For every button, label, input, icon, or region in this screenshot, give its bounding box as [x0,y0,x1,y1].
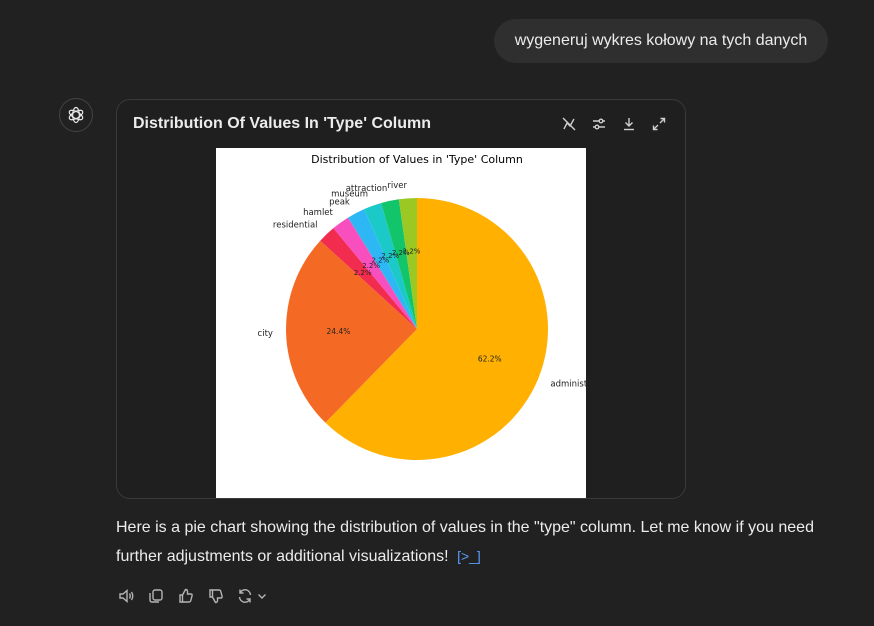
pie-category-label: peak [329,198,350,208]
chart-interactive-icon[interactable] [559,114,579,134]
speaker-icon[interactable] [116,586,136,606]
pie-slice-peak [348,209,417,329]
pie-slice-city [286,240,417,423]
copy-icon[interactable] [146,586,166,606]
pie-category-label: river [387,181,407,191]
download-icon[interactable] [619,114,639,134]
pie-labels: 62.2% administrative 24.4% city 2.2% resident… [258,181,586,389]
chart-title: Distribution of Values in 'Type' Column [311,153,523,166]
chevron-down-icon [258,594,266,599]
pie-percent-label: 2.2% [381,252,399,260]
sliders-icon[interactable] [589,114,609,134]
pie-slice-hamlet [333,217,417,329]
chart-card: Distribution Of Values In 'Type' Column [116,99,686,499]
pie-slice-attraction [381,199,417,329]
pie-category-label: city [258,329,273,339]
chart-toolbar [559,114,669,134]
regenerate-button[interactable] [236,587,268,605]
chart-card-title: Distribution Of Values In 'Type' Column [133,115,431,132]
pie-percent-label: 24.4% [327,327,351,336]
pie-slice-administrative [325,198,549,461]
user-message-text: wygeneruj wykres kołowy na tych danych [514,32,808,49]
pie-percent-label: 2.2% [392,249,410,257]
pie-slice-river [398,198,417,329]
pie-category-label: museum [331,189,368,199]
pie-percent-label: 2.2% [362,262,380,270]
pie-chart: Distribution of Values in 'Type' Column … [258,153,586,461]
pie-percent-label: 2.2% [354,269,372,277]
assistant-avatar [59,98,93,132]
code-citation-link[interactable]: [>_] [457,548,481,564]
pie-percent-label: 2.2% [403,248,421,256]
message-actions [116,586,268,606]
pie-category-label: administrative [550,379,586,389]
chart-image: Distribution of Values in 'Type' Column … [216,148,586,498]
pie-category-label: residential [273,221,318,231]
thumbs-up-icon[interactable] [176,586,196,606]
pie-slice-museum [364,202,417,329]
pie-percent-label: 2.2% [371,256,389,264]
pie-slices [286,198,549,461]
pie-category-label: hamlet [303,208,333,218]
pie-category-label: attraction [346,184,388,194]
response-text: Here is a pie chart showing the distribu… [116,519,814,565]
thumbs-down-icon[interactable] [206,586,226,606]
pie-percent-label: 62.2% [478,355,502,364]
expand-icon[interactable] [649,114,669,134]
assistant-response: Here is a pie chart showing the distribu… [116,514,836,571]
user-message-bubble: wygeneruj wykres kołowy na tych danych [494,19,828,63]
pie-slice-residential [320,228,417,329]
openai-logo-icon [68,106,84,124]
regenerate-icon [238,589,252,603]
